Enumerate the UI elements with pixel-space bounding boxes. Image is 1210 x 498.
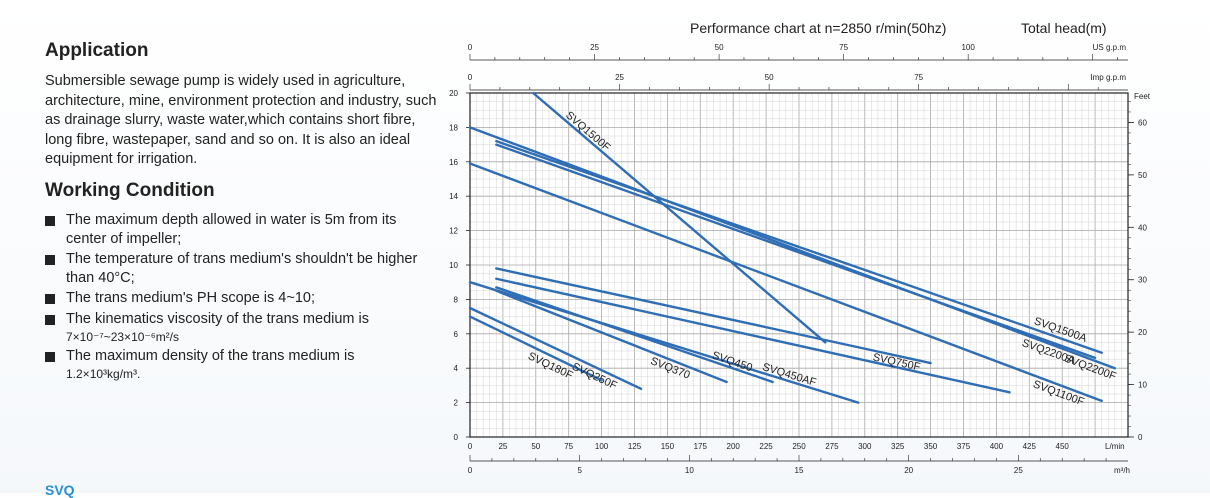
series-line-8: [495, 286, 774, 384]
y-tick-label: 18: [449, 123, 458, 132]
application-text: Submersible sewage pump is widely used i…: [45, 73, 437, 167]
x-unit-label: L/min: [1105, 442, 1125, 451]
chart-title: Performance chart at n=2850 r/min(50hz): [690, 20, 946, 36]
bullet-square-icon: [45, 351, 55, 362]
y-tick-label: 10: [449, 261, 458, 270]
bullet-square-icon: [45, 215, 55, 226]
condition-text: The kinematics viscosity of the trans me…: [66, 310, 369, 327]
x-tick-label: 200: [727, 442, 741, 451]
feet-tick-label: 0: [1138, 433, 1143, 442]
feet-unit-label: Feet: [1134, 92, 1151, 101]
list-item: The temperature of trans medium's should…: [45, 250, 440, 288]
impgpm-tick-label: 75: [914, 73, 923, 82]
y-tick-label: 2: [454, 399, 459, 408]
x-tick-label: 400: [990, 442, 1004, 451]
impgpm-tick-label: 50: [765, 73, 774, 82]
x-tick-label: 350: [924, 442, 938, 451]
series-line-6: [495, 277, 1011, 394]
x-tick-label: 275: [825, 442, 839, 451]
x-tick-label: 325: [891, 442, 905, 451]
bullet-square-icon: [45, 314, 55, 325]
m3h-tick-label: 0: [468, 466, 473, 475]
x-tick-label: 450: [1056, 442, 1070, 451]
left-panel: Application Submersible sewage pump is w…: [45, 40, 440, 384]
feet-tick-label: 10: [1138, 381, 1147, 390]
list-item: The trans medium's PH scope is 4~10;: [45, 289, 440, 308]
series-line-2: [468, 126, 1117, 370]
x-tick-label: 125: [628, 442, 642, 451]
condition-text: The trans medium's PH scope is 4~10;: [66, 290, 315, 307]
x-tick-label: 150: [661, 442, 675, 451]
density-value: 1.2×10³kg/m³.: [66, 366, 141, 381]
usgpm-tick-label: 25: [590, 43, 599, 52]
y-tick-label: 20: [449, 89, 458, 98]
y-tick-label: 12: [449, 227, 458, 236]
m3h-tick-label: 10: [685, 466, 694, 475]
usgpm-tick-label: 50: [715, 43, 724, 52]
list-item: The maximum density of the trans medium …: [45, 347, 440, 383]
y-axis-title: Total head(m): [1021, 20, 1107, 36]
viscosity-value: 7×10⁻⁷~23×10⁻⁶m²/s: [66, 329, 180, 344]
m3h-tick-label: 20: [904, 466, 913, 475]
series-line-7: [468, 281, 860, 404]
series-line-10: [468, 306, 643, 391]
x-tick-label: 225: [759, 442, 773, 451]
application-title: Application: [45, 40, 149, 61]
x-tick-label: 375: [957, 442, 971, 451]
feet-tick-label: 30: [1138, 276, 1147, 285]
working-condition-title: Working Condition: [45, 179, 215, 201]
series-line-1: [495, 139, 1103, 354]
feet-tick-label: 60: [1138, 118, 1147, 127]
condition-list: The maximum depth allowed in water is 5m…: [45, 211, 440, 383]
x-tick-label: 0: [468, 442, 473, 451]
condition-text: The maximum density of the trans medium …: [66, 347, 355, 364]
m3h-unit-label: m³/h: [1114, 466, 1130, 475]
y-tick-label: 6: [454, 330, 459, 339]
y-tick-label: 8: [454, 295, 459, 304]
impgpm-tick-label: 25: [615, 73, 624, 82]
series-line-3: [495, 143, 1097, 360]
series-line-11: [468, 315, 603, 382]
m3h-tick-label: 25: [1014, 466, 1023, 475]
m3h-tick-label: 5: [577, 466, 582, 475]
feet-tick-label: 50: [1138, 171, 1147, 180]
feet-tick-label: 20: [1138, 328, 1147, 337]
series-line-0: [531, 91, 827, 344]
bullet-square-icon: [45, 254, 55, 265]
x-tick-label: 175: [694, 442, 708, 451]
condition-text: The temperature of trans medium's should…: [66, 250, 418, 287]
impgpm-tick-label: 0: [468, 73, 473, 82]
x-tick-label: 425: [1023, 442, 1037, 451]
series-line-5: [495, 267, 932, 365]
series-line-9: [495, 289, 728, 384]
series-line-4: [468, 162, 1103, 403]
x-tick-label: 250: [792, 442, 806, 451]
list-item: The kinematics viscosity of the trans me…: [45, 310, 440, 346]
y-tick-label: 4: [454, 364, 459, 373]
bullet-square-icon: [45, 294, 55, 305]
y-tick-label: 16: [449, 158, 458, 167]
feet-tick-label: 40: [1138, 223, 1147, 232]
m3h-tick-label: 15: [795, 466, 804, 475]
usgpm-tick-label: 75: [839, 43, 848, 52]
x-tick-label: 100: [595, 442, 609, 451]
impgpm-unit-label: Imp g.p.m: [1090, 73, 1126, 82]
y-tick-label: 14: [449, 192, 458, 201]
x-tick-label: 75: [564, 442, 573, 451]
x-tick-label: 50: [531, 442, 540, 451]
list-item: The maximum depth allowed in water is 5m…: [45, 211, 440, 249]
usgpm-tick-label: 0: [468, 43, 473, 52]
y-tick-label: 0: [454, 433, 459, 442]
usgpm-unit-label: US g.p.m: [1093, 43, 1127, 52]
x-tick-label: 300: [858, 442, 872, 451]
condition-text: The maximum depth allowed in water is 5m…: [66, 211, 397, 247]
usgpm-tick-label: 100: [961, 43, 975, 52]
x-tick-label: 25: [498, 442, 507, 451]
